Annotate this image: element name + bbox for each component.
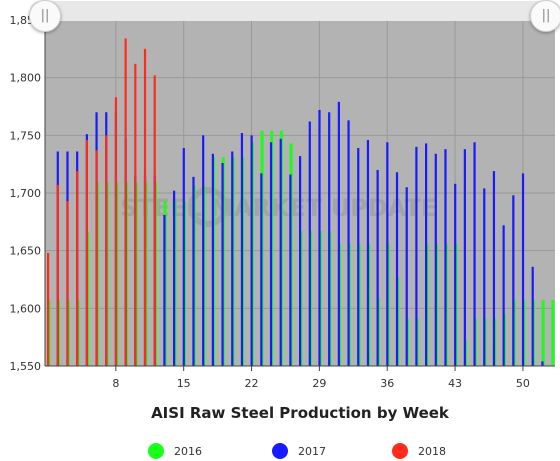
bar-2017-week-40[interactable]: [425, 143, 428, 366]
watermark: STEEL MARKET UPDATE: [120, 187, 437, 227]
bar-2017-week-39[interactable]: [415, 146, 418, 366]
bar-2018-week-1[interactable]: [47, 252, 50, 366]
x-tick-label: 43: [448, 377, 462, 390]
y-tick-label: 1,700: [10, 187, 42, 200]
x-axis: 8 15 22 29 36 43 50: [45, 365, 555, 390]
bar-2016-week-52[interactable]: [541, 300, 545, 366]
y-tick-label: 1,650: [10, 245, 42, 258]
legend-label-2017: 2017: [298, 444, 326, 458]
bar-2017-week-29[interactable]: [318, 109, 321, 367]
bar-2017-week-19[interactable]: [221, 163, 224, 366]
bar-2017-week-37[interactable]: [395, 172, 399, 366]
bar-2017-week-22[interactable]: [250, 135, 253, 366]
bar-2017-week-16[interactable]: [192, 176, 195, 366]
bar-2017-week-31[interactable]: [337, 101, 340, 367]
bar-2017-week-28[interactable]: [308, 121, 311, 366]
bar-2018-week-9[interactable]: [124, 38, 127, 366]
bar-2017-week-36[interactable]: [386, 142, 389, 366]
bar-2018-week-3[interactable]: [66, 201, 69, 366]
y-tick-label: 1,600: [10, 302, 42, 315]
range-handle-left[interactable]: ||: [29, 0, 61, 32]
bar-2018-week-4[interactable]: [76, 171, 79, 366]
bar-2017-week-52[interactable]: [541, 361, 544, 366]
x-tick-label: 50: [516, 377, 530, 390]
bar-2017-week-32[interactable]: [347, 120, 350, 366]
bar-2018-week-2[interactable]: [56, 184, 59, 366]
bar-2018-week-12[interactable]: [153, 75, 156, 367]
x-tick-label: 15: [177, 377, 191, 390]
bar-2017-week-49[interactable]: [512, 195, 515, 366]
bar-2017-week-38[interactable]: [405, 187, 408, 366]
legend-item-2018[interactable]: 2018: [392, 441, 446, 461]
chart-title: AISI Raw Steel Production by Week: [151, 404, 449, 422]
bar-2018-week-10[interactable]: [134, 63, 137, 367]
legend-item-2017[interactable]: 2017: [272, 441, 326, 461]
bar-2017-week-24[interactable]: [269, 142, 273, 366]
legend-swatch-2017: [272, 443, 288, 459]
bar-2017-week-23[interactable]: [260, 173, 263, 366]
x-tick-label: 36: [380, 377, 394, 390]
bar-2017-week-20[interactable]: [231, 151, 234, 366]
range-handle-right[interactable]: ||: [530, 0, 560, 32]
bar-2017-week-41[interactable]: [434, 153, 437, 366]
bar-2018-week-11[interactable]: [143, 48, 147, 366]
bar-2017-week-45[interactable]: [473, 142, 476, 366]
bar-2017-week-48[interactable]: [502, 225, 505, 366]
bar-2017-week-46[interactable]: [483, 188, 486, 366]
y-tick-label: 1,550: [10, 360, 42, 373]
bar-2016-week-53[interactable]: [551, 300, 555, 366]
bar-2017-week-13[interactable]: [163, 214, 166, 366]
bar-2017-week-17[interactable]: [202, 135, 205, 366]
bar-2017-week-30[interactable]: [328, 112, 331, 367]
bar-2017-week-50[interactable]: [521, 173, 525, 366]
legend-item-2016[interactable]: 2016: [148, 441, 202, 461]
range-scrollbar[interactable]: [30, 1, 560, 21]
bar-2018-week-5[interactable]: [85, 139, 88, 366]
x-tick-label: 22: [245, 377, 259, 390]
legend-label-2018: 2018: [418, 444, 446, 458]
bar-2017-week-18[interactable]: [211, 153, 214, 366]
bar-2017-week-35[interactable]: [376, 169, 379, 366]
bar-2018-week-6[interactable]: [95, 150, 98, 366]
y-tick-label: 1,800: [10, 72, 42, 85]
bar-2017-week-25[interactable]: [279, 138, 282, 366]
bar-2017-week-42[interactable]: [444, 149, 447, 366]
bar-2018-week-7[interactable]: [105, 135, 108, 366]
x-tick-label: 29: [312, 377, 326, 390]
bar-2017-week-51[interactable]: [531, 266, 534, 366]
bar-2017-week-47[interactable]: [492, 171, 496, 366]
bar-2017-week-15[interactable]: [182, 148, 185, 366]
legend-label-2016: 2016: [174, 444, 202, 458]
bar-2018-week-8[interactable]: [114, 97, 118, 367]
legend-swatch-2016: [148, 443, 164, 459]
x-tick-label: 8: [112, 377, 119, 390]
bar-2017-week-26[interactable]: [289, 174, 292, 366]
bar-2017-week-14[interactable]: [173, 190, 176, 366]
watermark-text: STEEL MARKET UPDATE: [120, 194, 437, 222]
bar-2017-week-33[interactable]: [357, 148, 360, 366]
y-tick-label: 1,750: [10, 129, 42, 142]
bar-2017-week-43[interactable]: [454, 183, 457, 366]
bar-2017-week-44[interactable]: [463, 149, 466, 366]
bar-2017-week-21[interactable]: [240, 133, 244, 366]
bar-2017-week-27[interactable]: [299, 156, 302, 366]
legend-swatch-2018: [392, 443, 408, 459]
bar-layer: [47, 38, 555, 367]
bar-2017-week-34[interactable]: [366, 139, 370, 366]
